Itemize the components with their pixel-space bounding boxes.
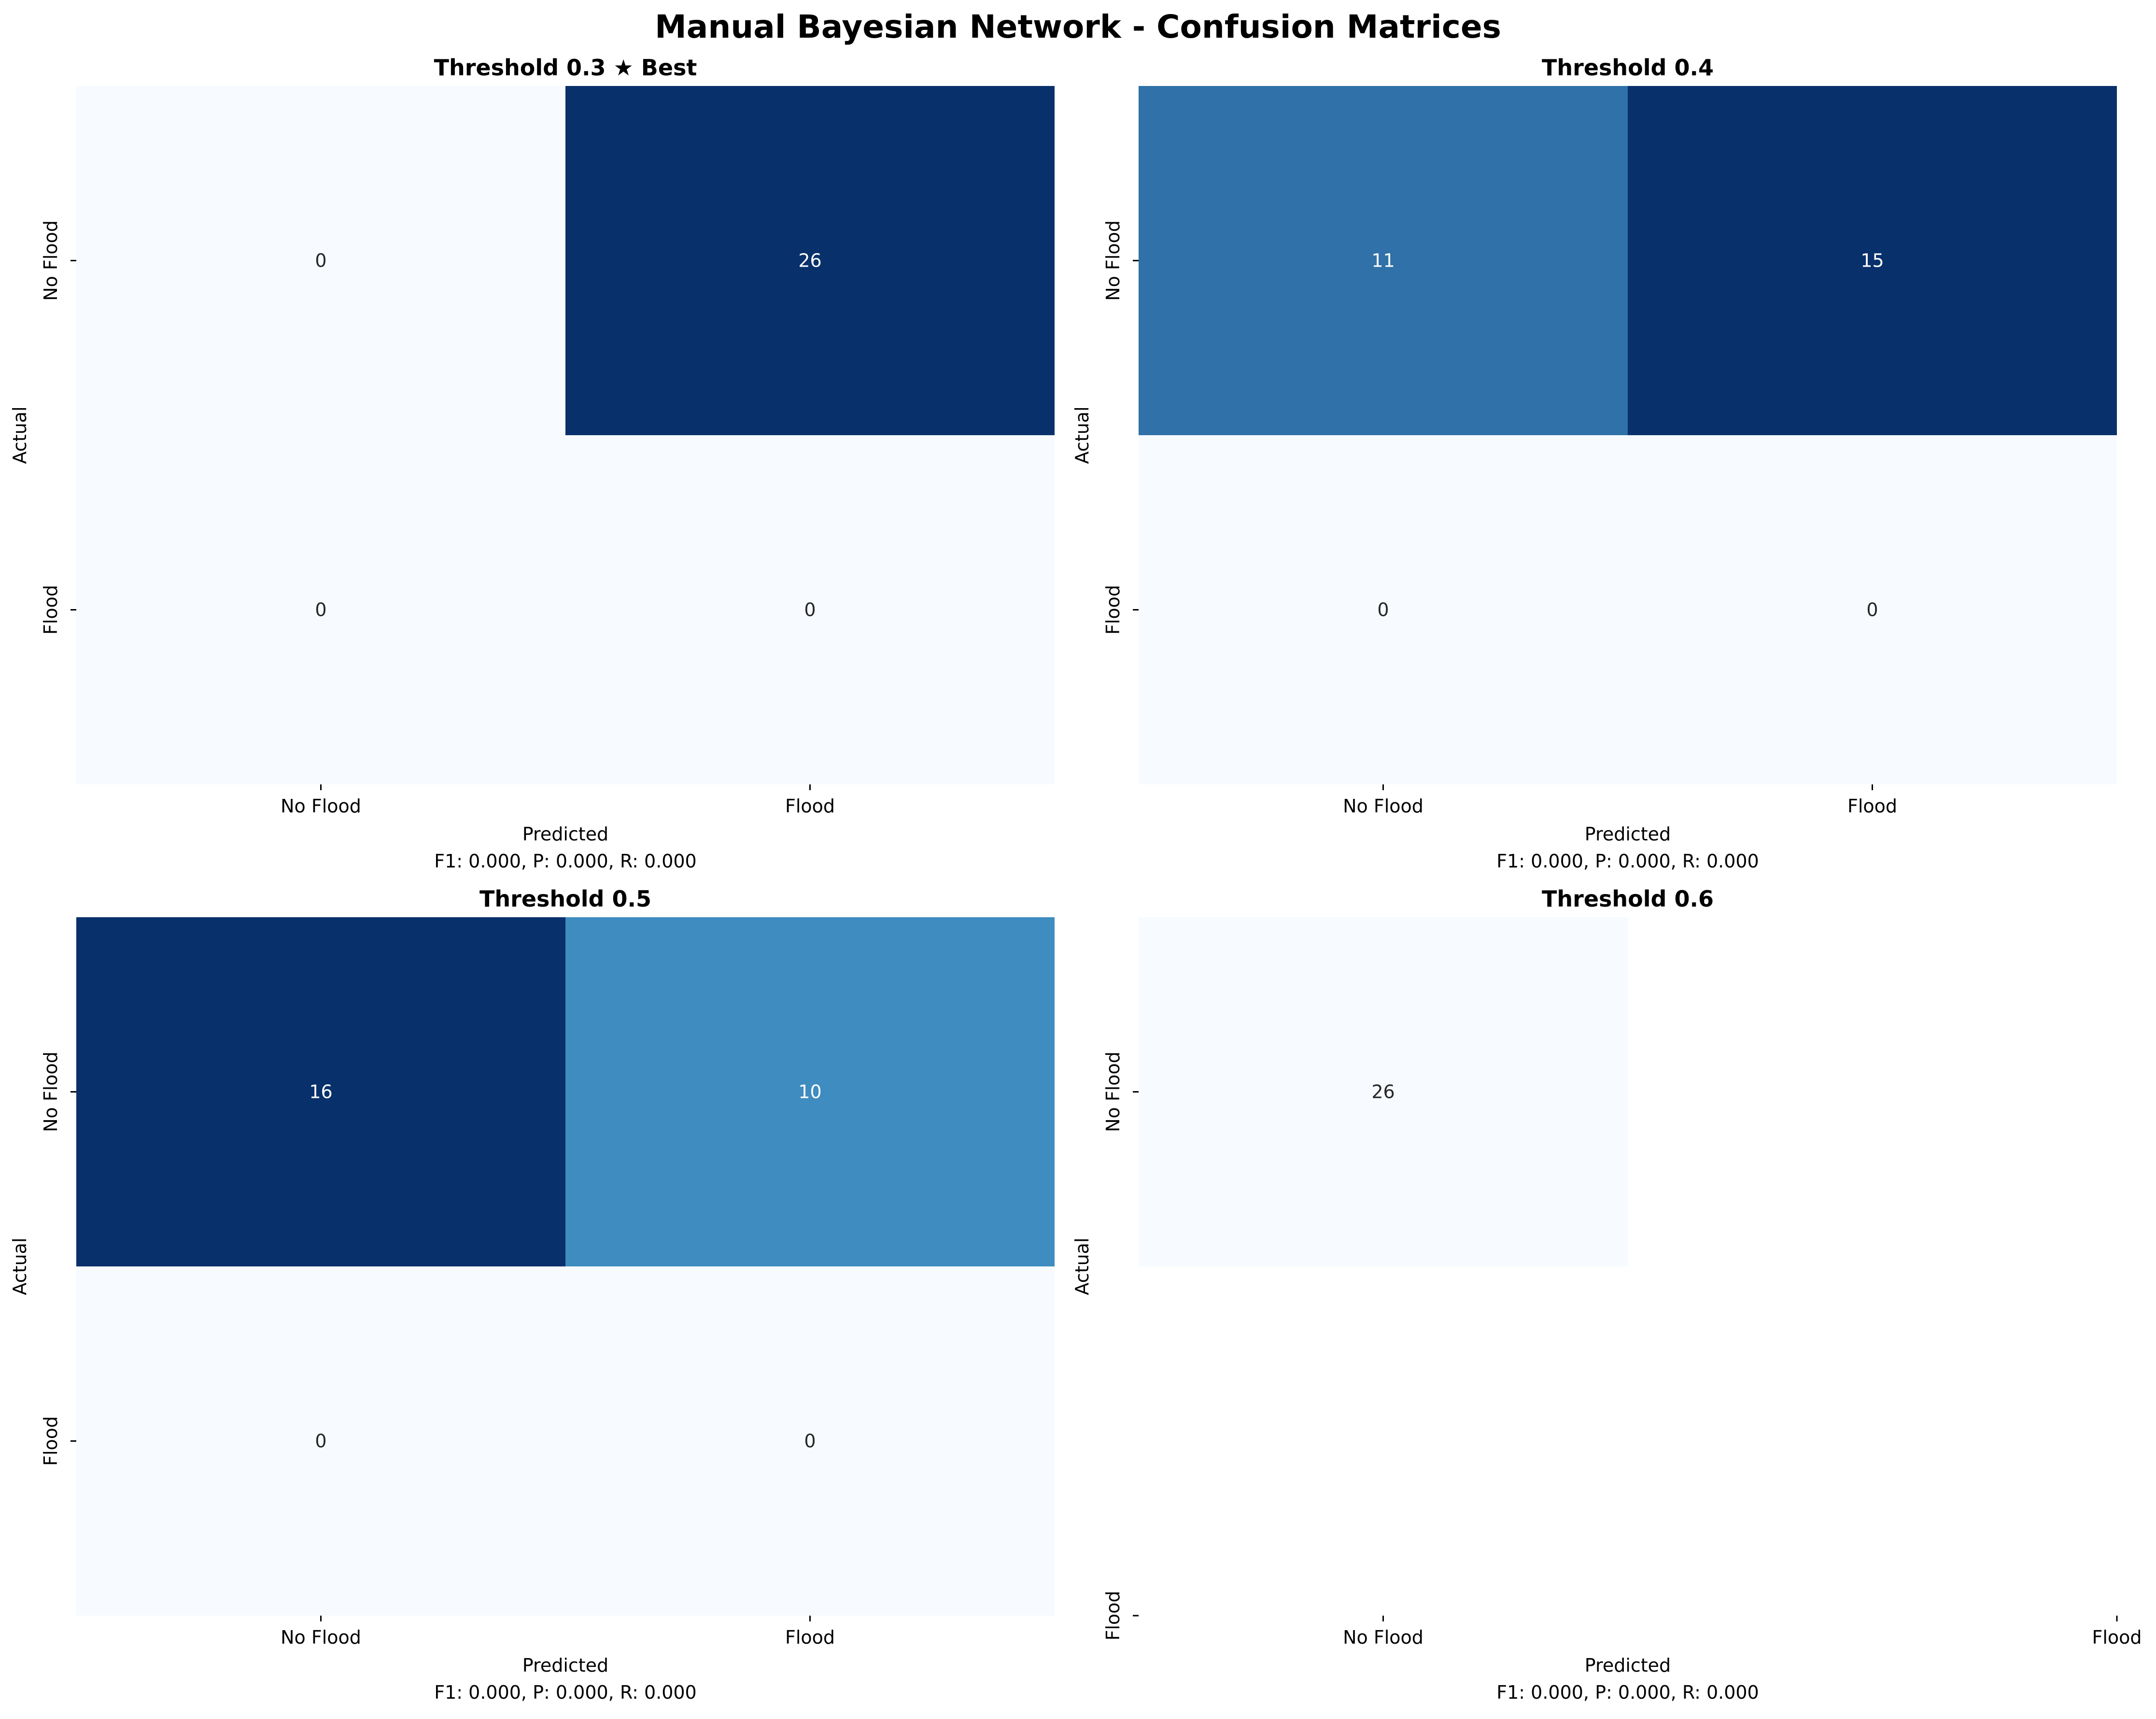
y-tick-label: No Flood bbox=[1102, 1051, 1124, 1132]
heatmap-cell bbox=[1139, 917, 1628, 1266]
heatmap-cell bbox=[1139, 435, 1628, 784]
x-tick-label: No Flood bbox=[281, 1627, 361, 1648]
x-axis-label: Predicted bbox=[1585, 1655, 1671, 1676]
heatmap-cell bbox=[76, 86, 565, 435]
cell-value-label: 11 bbox=[1371, 250, 1395, 271]
cell-value-label: 15 bbox=[1860, 250, 1884, 271]
heatmap-cell bbox=[1139, 86, 1628, 435]
cell-value-label: 0 bbox=[804, 1431, 816, 1452]
x-tick-label: Flood bbox=[2092, 1627, 2142, 1648]
cell-value-label: 16 bbox=[309, 1081, 332, 1103]
y-tick-label: Flood bbox=[1102, 1591, 1124, 1640]
y-tick-label: No Flood bbox=[1102, 220, 1124, 301]
x-tick-label: No Flood bbox=[1343, 1627, 1423, 1648]
cell-value-label: 26 bbox=[1371, 1081, 1395, 1103]
y-axis-label: Actual bbox=[1071, 1237, 1093, 1295]
y-tick-label: No Flood bbox=[40, 1051, 61, 1132]
x-tick-label: Flood bbox=[1847, 796, 1897, 817]
heatmap-cell bbox=[76, 917, 565, 1266]
panel-title-3: Threshold 0.5 bbox=[479, 886, 651, 912]
metrics-label: F1: 0.000, P: 0.000, R: 0.000 bbox=[434, 1682, 697, 1703]
y-axis-label: Actual bbox=[9, 406, 30, 464]
x-axis-label: Predicted bbox=[522, 1655, 608, 1676]
x-tick-label: Flood bbox=[785, 1627, 835, 1648]
x-tick-label: Flood bbox=[785, 796, 835, 817]
metrics-label: F1: 0.000, P: 0.000, R: 0.000 bbox=[1496, 851, 1759, 872]
panel-title-4: Threshold 0.6 bbox=[1542, 886, 1714, 912]
heatmap-cell bbox=[1628, 435, 2117, 784]
x-tick-label: No Flood bbox=[1343, 796, 1423, 817]
metrics-label: F1: 0.000, P: 0.000, R: 0.000 bbox=[434, 851, 697, 872]
y-axis-label: Actual bbox=[9, 1237, 30, 1295]
heatmap-cell bbox=[565, 435, 1055, 784]
cell-value-label: 0 bbox=[1866, 599, 1878, 621]
cell-value-label: 10 bbox=[798, 1081, 821, 1103]
heatmap-cell bbox=[76, 1266, 565, 1616]
y-tick-label: Flood bbox=[40, 1416, 61, 1466]
metrics-label: F1: 0.000, P: 0.000, R: 0.000 bbox=[1496, 1682, 1759, 1703]
cell-value-label: 0 bbox=[315, 250, 326, 271]
cell-value-label: 0 bbox=[315, 1431, 326, 1452]
heatmap-cell bbox=[565, 917, 1055, 1266]
cell-value-label: 0 bbox=[315, 599, 326, 621]
y-tick-label: Flood bbox=[40, 585, 61, 635]
cell-value-label: 0 bbox=[804, 599, 816, 621]
heatmap-cell bbox=[76, 435, 565, 784]
panel-title-2: Threshold 0.4 bbox=[1542, 55, 1714, 81]
x-axis-label: Predicted bbox=[1585, 824, 1671, 845]
heatmap-cell bbox=[565, 1266, 1055, 1616]
panel-title-1: Threshold 0.3 ★ Best bbox=[434, 55, 697, 81]
x-axis-label: Predicted bbox=[522, 824, 608, 845]
y-axis-label: Actual bbox=[1071, 406, 1093, 464]
cell-value-label: 0 bbox=[1377, 599, 1389, 621]
y-tick-label: Flood bbox=[1102, 585, 1124, 635]
x-tick-label: No Flood bbox=[281, 796, 361, 817]
figure-title: Manual Bayesian Network - Confusion Matr… bbox=[655, 8, 1501, 45]
cell-value-label: 26 bbox=[798, 250, 821, 271]
y-tick-label: No Flood bbox=[40, 220, 61, 301]
heatmap-cell bbox=[1628, 86, 2117, 435]
heatmap-cell bbox=[565, 86, 1055, 435]
